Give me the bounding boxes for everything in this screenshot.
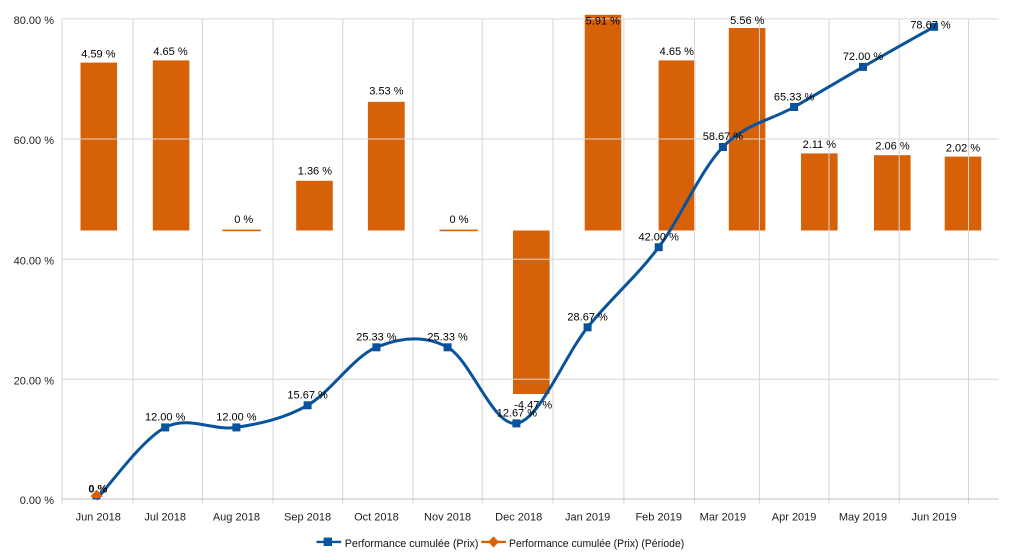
svg-text:4.59 %: 4.59 % [81,48,115,60]
svg-text:Performance cumulée (Prix) (Pé: Performance cumulée (Prix) (Période) [509,538,684,550]
svg-text:78.67 %: 78.67 % [910,19,951,31]
svg-text:2.11 %: 2.11 % [803,139,837,151]
svg-text:5.91 %: 5.91 % [586,16,620,28]
svg-text:20.00 %: 20.00 % [14,375,55,387]
svg-text:28.67 %: 28.67 % [567,311,608,323]
svg-text:0.00 %: 0.00 % [20,495,54,507]
svg-text:Apr 2019: Apr 2019 [772,512,817,524]
svg-text:72.00 %: 72.00 % [843,51,884,63]
svg-text:2.06 %: 2.06 % [875,141,909,153]
svg-text:Sep 2018: Sep 2018 [284,512,331,524]
svg-text:12.00 %: 12.00 % [216,412,257,424]
svg-text:-4.47 %: -4.47 % [514,400,552,412]
svg-text:Jul 2018: Jul 2018 [144,512,186,524]
svg-text:5.56 %: 5.56 % [730,15,764,27]
svg-text:12.00 %: 12.00 % [145,412,186,424]
svg-text:Oct 2018: Oct 2018 [354,512,399,524]
svg-text:Jun 2019: Jun 2019 [911,512,956,524]
svg-text:42.00 %: 42.00 % [639,232,680,244]
svg-text:0 %: 0 % [234,214,253,226]
svg-text:25.33 %: 25.33 % [356,332,397,344]
svg-text:Jun 2018: Jun 2018 [76,512,121,524]
svg-text:60.00 %: 60.00 % [14,135,55,147]
svg-text:0 %: 0 % [450,214,469,226]
svg-text:Aug 2018: Aug 2018 [213,512,260,524]
svg-text:4.65 %: 4.65 % [153,46,187,58]
svg-text:Nov 2018: Nov 2018 [424,512,471,524]
svg-text:1.36 %: 1.36 % [298,165,332,177]
svg-text:80.00 %: 80.00 % [14,15,55,27]
svg-text:Jan 2019: Jan 2019 [565,512,610,524]
svg-text:May 2019: May 2019 [839,512,887,524]
svg-text:58.67 %: 58.67 % [703,131,744,143]
svg-text:Mar 2019: Mar 2019 [700,512,746,524]
svg-text:4.65 %: 4.65 % [660,46,694,58]
svg-text:2.02 %: 2.02 % [946,142,980,154]
svg-text:15.67 %: 15.67 % [287,390,328,402]
svg-text:Performance cumulée (Prix): Performance cumulée (Prix) [345,538,479,550]
svg-text:Dec 2018: Dec 2018 [495,512,542,524]
svg-text:40.00 %: 40.00 % [14,255,55,267]
svg-text:Feb 2019: Feb 2019 [635,512,681,524]
svg-text:0 %: 0 % [88,483,107,495]
svg-text:65.33 %: 65.33 % [774,92,815,104]
svg-text:12.67 %: 12.67 % [497,408,538,420]
svg-text:3.53 %: 3.53 % [369,86,403,98]
svg-text:25.33 %: 25.33 % [427,332,468,344]
